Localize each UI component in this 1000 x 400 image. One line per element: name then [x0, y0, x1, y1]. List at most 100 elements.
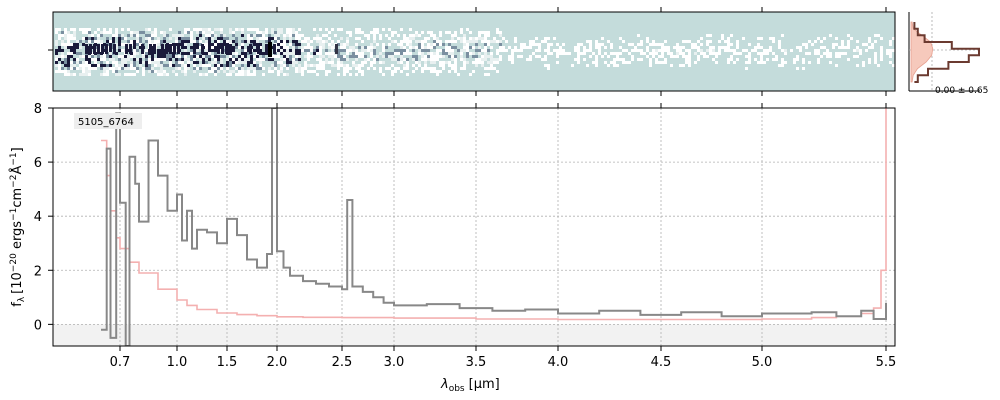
- heatmap-pixel: [658, 49, 661, 52]
- heatmap-pixel: [307, 49, 310, 52]
- heatmap-pixel: [760, 52, 763, 55]
- heatmap-pixel: [748, 55, 751, 58]
- heatmap-pixel: [208, 52, 211, 55]
- heatmap-pixel: [274, 31, 277, 34]
- heatmap-pixel: [166, 58, 169, 61]
- heatmap-pixel: [214, 70, 217, 73]
- heatmap-pixel: [769, 49, 772, 52]
- heatmap-pixel: [718, 40, 721, 43]
- heatmap-pixel: [262, 52, 265, 55]
- heatmap-pixel: [724, 46, 727, 49]
- heatmap-pixel: [64, 70, 67, 73]
- heatmap-pixel: [178, 64, 181, 67]
- heatmap-pixel: [325, 58, 328, 61]
- x-tick-label: 1.0: [167, 355, 188, 370]
- heatmap-pixel: [187, 37, 190, 40]
- heatmap-pixel: [205, 73, 208, 76]
- heatmap-pixel: [574, 58, 577, 61]
- heatmap-pixel: [310, 40, 313, 43]
- heatmap-pixel: [874, 40, 877, 43]
- heatmap-pixel: [343, 55, 346, 58]
- heatmap-pixel: [487, 40, 490, 43]
- heatmap-pixel: [889, 49, 892, 52]
- heatmap-pixel: [316, 64, 319, 67]
- heatmap-pixel: [577, 58, 580, 61]
- heatmap-pixel: [298, 28, 301, 31]
- heatmap-pixel: [661, 49, 664, 52]
- heatmap-pixel: [93, 44, 96, 54]
- heatmap-pixel: [679, 46, 682, 49]
- heatmap-pixel: [232, 55, 235, 58]
- heatmap-pixel: [115, 73, 118, 76]
- heatmap-pixel: [115, 61, 118, 64]
- heatmap-pixel: [361, 52, 364, 55]
- heatmap-pixel: [202, 64, 205, 67]
- heatmap-pixel: [460, 31, 463, 34]
- heatmap-pixel: [706, 49, 709, 52]
- heatmap-pixel: [136, 49, 139, 52]
- heatmap-pixel: [529, 58, 532, 61]
- heatmap-pixel: [538, 43, 541, 46]
- heatmap-pixel: [253, 67, 256, 70]
- heatmap-pixel: [556, 61, 559, 64]
- heatmap-pixel: [433, 67, 436, 70]
- heatmap-pixel: [225, 44, 228, 54]
- y-label-angstrom: Å: [9, 166, 25, 175]
- heatmap-pixel: [253, 28, 256, 31]
- heatmap-pixel: [97, 58, 100, 61]
- heatmap-pixel: [286, 73, 289, 76]
- heatmap-pixel: [781, 61, 784, 64]
- heatmap-pixel: [589, 49, 592, 52]
- heatmap-pixel: [196, 61, 199, 64]
- heatmap-pixel: [259, 37, 262, 40]
- heatmap-pixel: [322, 61, 325, 64]
- heatmap-pixel: [235, 52, 238, 55]
- heatmap-pixel: [433, 34, 436, 37]
- heatmap-pixel: [808, 52, 811, 55]
- heatmap-pixel: [292, 58, 295, 61]
- heatmap-pixel: [817, 49, 820, 52]
- heatmap-pixel: [316, 67, 319, 70]
- heatmap-pixel: [112, 40, 115, 43]
- heatmap-pixel: [229, 31, 232, 34]
- heatmap-pixel: [799, 49, 802, 52]
- heatmap-pixel: [442, 49, 445, 52]
- heatmap-pixel: [613, 58, 616, 61]
- heatmap-pixel: [811, 43, 814, 46]
- heatmap-pixel: [757, 37, 760, 40]
- heatmap-pixel: [280, 31, 283, 34]
- heatmap-pixel: [193, 70, 196, 73]
- heatmap-pixel: [559, 46, 562, 49]
- heatmap-pixel: [325, 52, 328, 55]
- heatmap-pixel: [109, 43, 112, 46]
- heatmap-pixel: [730, 49, 733, 52]
- heatmap-pixel: [79, 73, 82, 76]
- heatmap-pixel: [733, 61, 736, 64]
- heatmap-pixel: [304, 61, 307, 64]
- heatmap-pixel: [466, 46, 469, 49]
- heatmap-pixel: [151, 49, 154, 52]
- heatmap-pixel: [310, 70, 313, 73]
- heatmap-pixel: [97, 34, 100, 37]
- heatmap-pixel: [613, 52, 616, 55]
- heatmap-pixel: [727, 49, 730, 52]
- heatmap-pixel: [61, 43, 64, 46]
- heatmap-pixel: [412, 49, 415, 52]
- heatmap-pixel: [346, 49, 349, 52]
- heatmap-pixel: [259, 31, 262, 34]
- heatmap-pixel: [544, 64, 547, 67]
- heatmap-pixel: [331, 49, 334, 52]
- heatmap-pixel: [625, 61, 628, 64]
- heatmap-pixel: [127, 43, 130, 46]
- heatmap-pixel: [499, 31, 502, 34]
- heatmap-pixel: [256, 37, 259, 40]
- heatmap-pixel: [364, 55, 367, 58]
- heatmap-pixel: [283, 34, 286, 37]
- heatmap-pixel: [141, 44, 144, 54]
- heatmap-pixel: [133, 67, 136, 70]
- heatmap-pixel: [145, 67, 148, 70]
- heatmap-pixel: [358, 37, 361, 40]
- heatmap-pixel: [316, 34, 319, 37]
- heatmap-pixel: [835, 37, 838, 40]
- heatmap-pixel: [505, 49, 508, 52]
